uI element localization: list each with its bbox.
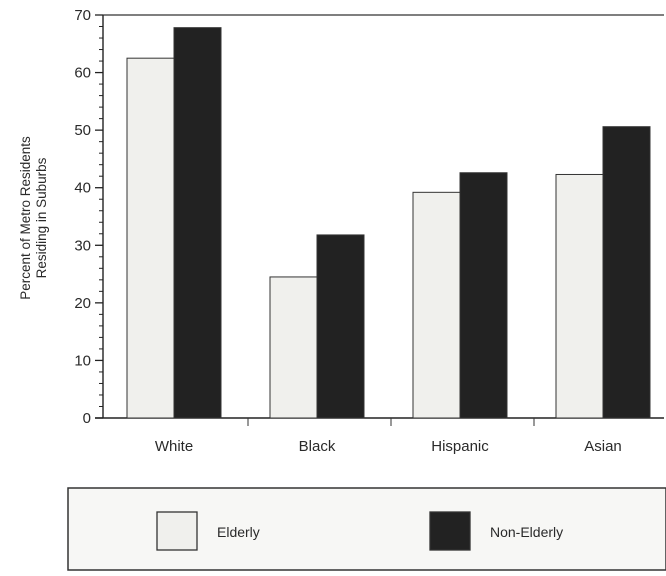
- legend-box: [67, 487, 666, 571]
- y-tick-label: 50: [74, 122, 91, 139]
- bar-elderly-white: [126, 57, 175, 419]
- x-tick-label: Asian: [584, 438, 622, 455]
- y-axis-label: Percent of Metro Residents Residing in S…: [18, 136, 49, 300]
- y-axis-label-line-1: Percent of Metro Residents: [18, 136, 33, 300]
- legend-swatch-elderly: [156, 511, 198, 551]
- bar-elderly-hispanic: [412, 191, 461, 419]
- plot-area: 0 10 20 30 40 50 60 70 White Black Hispanic Asian: [74, 7, 664, 455]
- y-axis-label-line-2: Residing in Suburbs: [34, 157, 49, 278]
- legend-swatch-non-elderly: [429, 511, 471, 551]
- y-tick-label: 70: [74, 7, 91, 24]
- bar-elderly-black: [269, 276, 318, 419]
- y-tick-label: 30: [74, 237, 91, 254]
- bar-non-elderly-hispanic: [459, 172, 508, 419]
- legend-label-non-elderly: Non-Elderly: [490, 524, 563, 540]
- bar-non-elderly-asian: [602, 126, 651, 419]
- bar-elderly-asian: [555, 173, 604, 419]
- bar-non-elderly-black: [316, 234, 365, 419]
- x-tick-label: Black: [299, 438, 336, 455]
- y-tick-label: 20: [74, 295, 91, 312]
- x-tick-label: White: [155, 438, 193, 455]
- x-tick-label: Hispanic: [431, 438, 489, 455]
- y-tick-label: 60: [74, 65, 91, 82]
- legend: Elderly Non-Elderly: [67, 487, 666, 571]
- legend-label-elderly: Elderly: [217, 524, 260, 540]
- y-tick-label: 0: [83, 410, 91, 427]
- y-tick-label: 40: [74, 180, 91, 197]
- y-tick-label: 10: [74, 352, 91, 369]
- bar-non-elderly-white: [173, 27, 222, 419]
